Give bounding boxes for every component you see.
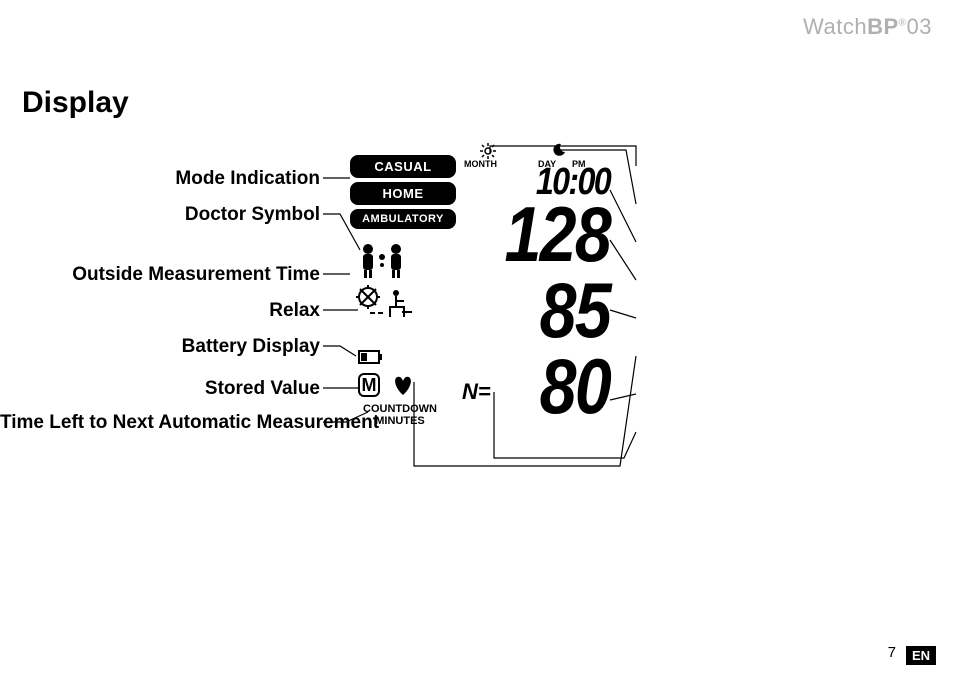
lcd-diastolic: 85: [389, 277, 610, 343]
page-title: Display: [22, 86, 129, 120]
mode-casual: CASUAL: [350, 155, 456, 178]
moon-icon: [552, 143, 566, 157]
label-countdown-text: Time Left to Next Automatic Measurement: [0, 412, 379, 433]
brand-name: Watch: [803, 14, 867, 39]
brand-logo: WatchBP®03: [803, 14, 932, 40]
label-mode-indication: Mode Indication: [0, 168, 320, 190]
label-stored-value: Stored Value: [0, 378, 320, 400]
brand-bp: BP: [867, 14, 899, 39]
lcd-n-equals: N=: [462, 379, 491, 405]
lcd-systolic: 128: [389, 201, 610, 267]
battery-icon: [358, 349, 384, 365]
label-doctor-symbol: Doctor Symbol: [0, 204, 320, 226]
label-battery-display: Battery Display: [0, 336, 320, 358]
language-badge: EN: [906, 646, 936, 665]
sun-icon: [480, 143, 496, 159]
label-outside-measurement-time: Outside Measurement Time: [0, 264, 320, 286]
lcd-pulse: 80: [389, 353, 610, 419]
lcd-display: CASUAL HOME AMBULATORY: [350, 155, 610, 455]
page-number: 7: [888, 644, 896, 661]
brand-model: 03: [907, 14, 932, 39]
label-relax: Relax: [0, 300, 320, 322]
label-countdown: Time Left to Next Automatic Measurement: [0, 412, 320, 435]
memory-m-box: M: [358, 373, 380, 397]
